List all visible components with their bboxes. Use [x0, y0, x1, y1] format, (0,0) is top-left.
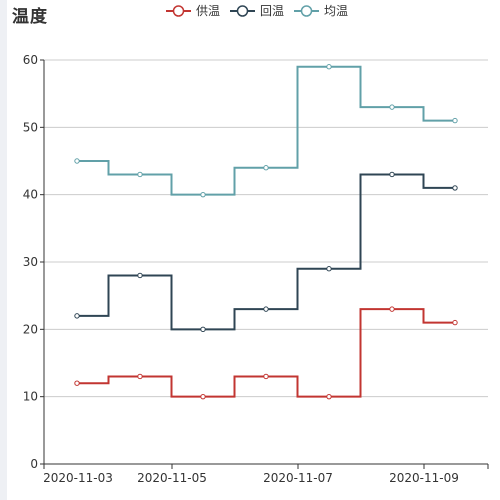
- data-point-1-6[interactable]: [452, 185, 458, 191]
- data-point-0-2[interactable]: [200, 393, 206, 400]
- y-tick-label-0: 0: [30, 457, 38, 471]
- legend: 供温 回温 均温: [166, 2, 358, 19]
- x-tick-label-2020-11-07: 2020-11-07: [263, 471, 333, 485]
- data-point-1-1[interactable]: [137, 272, 143, 279]
- legend-label-return-temp: 回温: [260, 4, 285, 18]
- data-point-2-2[interactable]: [200, 191, 206, 198]
- legend-label-average-temp: 均温: [324, 4, 349, 18]
- data-point-1-0[interactable]: [74, 313, 80, 319]
- legend-symbol-supply-temp: [166, 4, 191, 17]
- series-line-2: [77, 65, 455, 196]
- y-tick-label-40: 40: [23, 188, 38, 202]
- data-point-0-0[interactable]: [74, 380, 80, 386]
- series-line-0: [77, 308, 455, 398]
- data-point-1-4[interactable]: [326, 266, 332, 272]
- series-line-1: [77, 173, 455, 331]
- x-tick-label-2020-11-03: 2020-11-03: [43, 471, 113, 485]
- legend-label-supply-temp: 供温: [196, 4, 221, 18]
- data-point-2-4[interactable]: [326, 64, 332, 70]
- y-tick-label-30: 30: [23, 255, 38, 269]
- left-edge-strip: [0, 0, 7, 500]
- x-tick-label-2020-11-09: 2020-11-09: [389, 471, 459, 485]
- legend-item-return-temp[interactable]: 回温: [230, 2, 284, 19]
- data-point-2-6[interactable]: [452, 117, 458, 124]
- legend-item-average-temp[interactable]: 均温: [294, 2, 348, 19]
- data-point-2-3[interactable]: [263, 165, 269, 171]
- data-point-2-1[interactable]: [137, 171, 143, 178]
- data-point-1-5[interactable]: [389, 171, 395, 178]
- data-point-2-5[interactable]: [389, 104, 395, 110]
- data-point-0-5[interactable]: [389, 306, 395, 312]
- legend-symbol-return-temp: [230, 4, 256, 17]
- y-tick-label-20: 20: [23, 322, 38, 336]
- legend-symbol-average-temp: [294, 4, 320, 17]
- chart-title: 温度: [12, 7, 48, 27]
- data-point-0-4[interactable]: [326, 393, 332, 400]
- data-point-2-0[interactable]: [74, 158, 80, 164]
- data-point-0-6[interactable]: [452, 319, 458, 326]
- data-point-0-1[interactable]: [137, 373, 143, 380]
- data-point-0-3[interactable]: [263, 373, 269, 380]
- legend-item-supply-temp[interactable]: 供温: [166, 2, 220, 19]
- x-tick-label-2020-11-05: 2020-11-05: [137, 471, 207, 485]
- y-tick-label-60: 60: [23, 53, 38, 67]
- y-tick-label-50: 50: [23, 120, 38, 134]
- data-point-1-3[interactable]: [263, 306, 269, 312]
- data-point-1-2[interactable]: [200, 326, 206, 333]
- y-tick-label-10: 10: [23, 390, 38, 404]
